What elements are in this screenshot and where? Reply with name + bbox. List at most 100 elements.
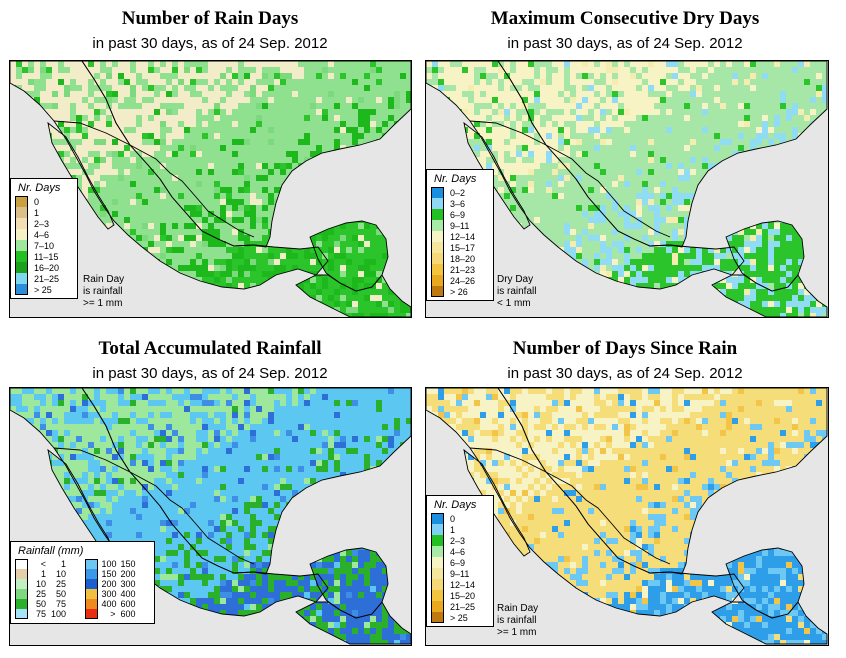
panel-title: Total Accumulated Rainfall	[98, 338, 322, 359]
legend-swatch	[431, 612, 444, 623]
legend-entry: > 25	[11, 284, 77, 295]
panel-subtitle: in past 30 days, as of 24 Sep. 2012	[92, 35, 328, 52]
legend-swatch	[15, 262, 28, 273]
legend-range-high: 600	[120, 599, 136, 609]
legend-title: Nr. Days	[18, 182, 61, 194]
legend-label: 16–20	[34, 262, 60, 273]
legend-dry-days: Nr. Days 0–2 3–6 6–9 9–11 12–14 15–17 18–20 21–…	[426, 169, 494, 301]
legend-label: 12–14	[450, 231, 476, 242]
legend-swatch	[431, 198, 444, 209]
legend-swatch	[15, 207, 28, 218]
legend-swatch	[15, 559, 28, 569]
country-borders	[426, 388, 828, 645]
legend-swatch	[431, 535, 444, 546]
legend-entry: 150 200	[84, 569, 151, 579]
legend-entry: 6–9	[427, 209, 493, 220]
legend-label: 4–6	[34, 229, 50, 240]
legend-range-low: 100	[101, 559, 117, 569]
legend-entry: 9–11	[427, 568, 493, 579]
legend-days-since-rain: Nr. Days 0 1 2–3 4–6 6–9 9–11 12–14 15–20 21–25 >…	[426, 495, 494, 627]
legend-range-high: 1	[60, 559, 66, 569]
legend-swatch	[15, 229, 28, 240]
legend-swatch	[15, 251, 28, 262]
legend-swatch	[84, 559, 98, 569]
legend-range-high: 150	[120, 559, 136, 569]
note-line: Rain Day	[497, 603, 539, 614]
legend-entry: 11–15	[11, 251, 77, 262]
legend-swatch	[431, 209, 444, 220]
panel-rain-days: Number of Rain Days in past 30 days, as …	[0, 0, 420, 328]
panel-title: Number of Rain Days	[121, 8, 299, 29]
panel-total-rainfall: Total Accumulated Rainfall in past 30 da…	[0, 330, 420, 658]
note-line: is rainfall	[83, 286, 123, 297]
legend-label: 18–20	[450, 253, 476, 264]
legend-entry: 15–20	[427, 590, 493, 601]
legend-entry: 7–10	[11, 240, 77, 251]
legend-rain-days: Nr. Days 0 1 2–3 4–6 7–10 11–15 16–20 21–25 > 25	[10, 178, 78, 299]
panel-title: Maximum Consecutive Dry Days	[490, 8, 760, 29]
legend-swatch	[15, 579, 28, 589]
note-line: is rainfall	[497, 286, 537, 297]
legend-swatch	[15, 196, 28, 207]
legend-entry: 10 25	[15, 579, 81, 589]
legend-entry: 6–9	[427, 557, 493, 568]
legend-entry: 0	[427, 513, 493, 524]
legend-swatch	[431, 579, 444, 590]
legend-swatch	[15, 284, 28, 295]
legend-label: 4–6	[450, 546, 466, 557]
panel-dry-days: Maximum Consecutive Dry Days in past 30 …	[415, 0, 835, 328]
legend-swatch	[431, 546, 444, 557]
rain-day-note: Rain Day is rainfall >= 1 mm	[83, 274, 124, 310]
legend-swatch	[15, 609, 28, 619]
legend-entry: 2–3	[11, 218, 77, 229]
legend-range-high: 600	[120, 609, 136, 619]
legend-label: 24–26	[450, 275, 476, 286]
legend-swatch	[431, 264, 444, 275]
legend-entry: 400 600	[84, 599, 151, 609]
legend-entry: 300 400	[84, 589, 151, 599]
legend-swatch	[15, 599, 28, 609]
legend-swatch	[431, 231, 444, 242]
legend-range-low: 50	[35, 599, 46, 609]
legend-swatch	[84, 579, 98, 589]
legend-entry: 9–11	[427, 220, 493, 231]
legend-entry: 18–20	[427, 253, 493, 264]
legend-entry: > 25	[427, 612, 493, 623]
legend-range-low: 1	[40, 569, 46, 579]
legend-range-high: 300	[120, 579, 136, 589]
legend-swatch	[431, 187, 444, 198]
legend-swatch	[15, 569, 28, 579]
legend-label: 6–9	[450, 557, 466, 568]
legend-label: 1	[34, 207, 40, 218]
legend-label: 11–15	[34, 251, 59, 262]
legend-entry: 4–6	[427, 546, 493, 557]
legend-entry: 2–3	[427, 535, 493, 546]
legend-swatch	[84, 599, 98, 609]
legend-range-low: 10	[35, 579, 46, 589]
legend-swatch	[431, 220, 444, 231]
legend-range-low: >	[110, 609, 116, 619]
legend-label: 1	[450, 524, 456, 535]
legend-entry: 21–25	[427, 601, 493, 612]
legend-entry: 21–23	[427, 264, 493, 275]
legend-swatch	[431, 242, 444, 253]
legend-title: Rainfall (mm)	[18, 545, 84, 557]
dry-day-note: Dry Day is rainfall < 1 mm	[497, 274, 536, 310]
legend-swatch	[431, 590, 444, 601]
legend-entry: 0	[11, 196, 77, 207]
legend-label: 9–11	[450, 568, 470, 579]
legend-entry: 0–2	[427, 187, 493, 198]
legend-range-high: 400	[120, 589, 136, 599]
legend-entry: 1 10	[15, 569, 81, 579]
legend-range-low: 25	[35, 589, 46, 599]
legend-entry: 1	[11, 207, 77, 218]
legend-entry: 15–17	[427, 242, 493, 253]
legend-label: > 25	[450, 612, 468, 623]
legend-title: Nr. Days	[434, 499, 477, 511]
legend-title: Nr. Days	[434, 173, 477, 185]
legend-range-high: 10	[55, 569, 66, 579]
legend-swatch	[15, 218, 28, 229]
legend-label: 15–20	[450, 590, 476, 601]
legend-label: 15–17	[450, 242, 476, 253]
legend-label: 0	[34, 196, 40, 207]
